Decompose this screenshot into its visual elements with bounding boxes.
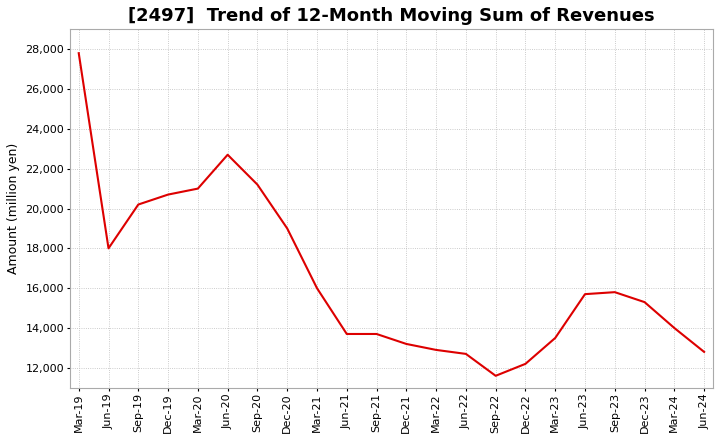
Y-axis label: Amount (million yen): Amount (million yen)	[7, 143, 20, 274]
Title: [2497]  Trend of 12-Month Moving Sum of Revenues: [2497] Trend of 12-Month Moving Sum of R…	[128, 7, 654, 25]
